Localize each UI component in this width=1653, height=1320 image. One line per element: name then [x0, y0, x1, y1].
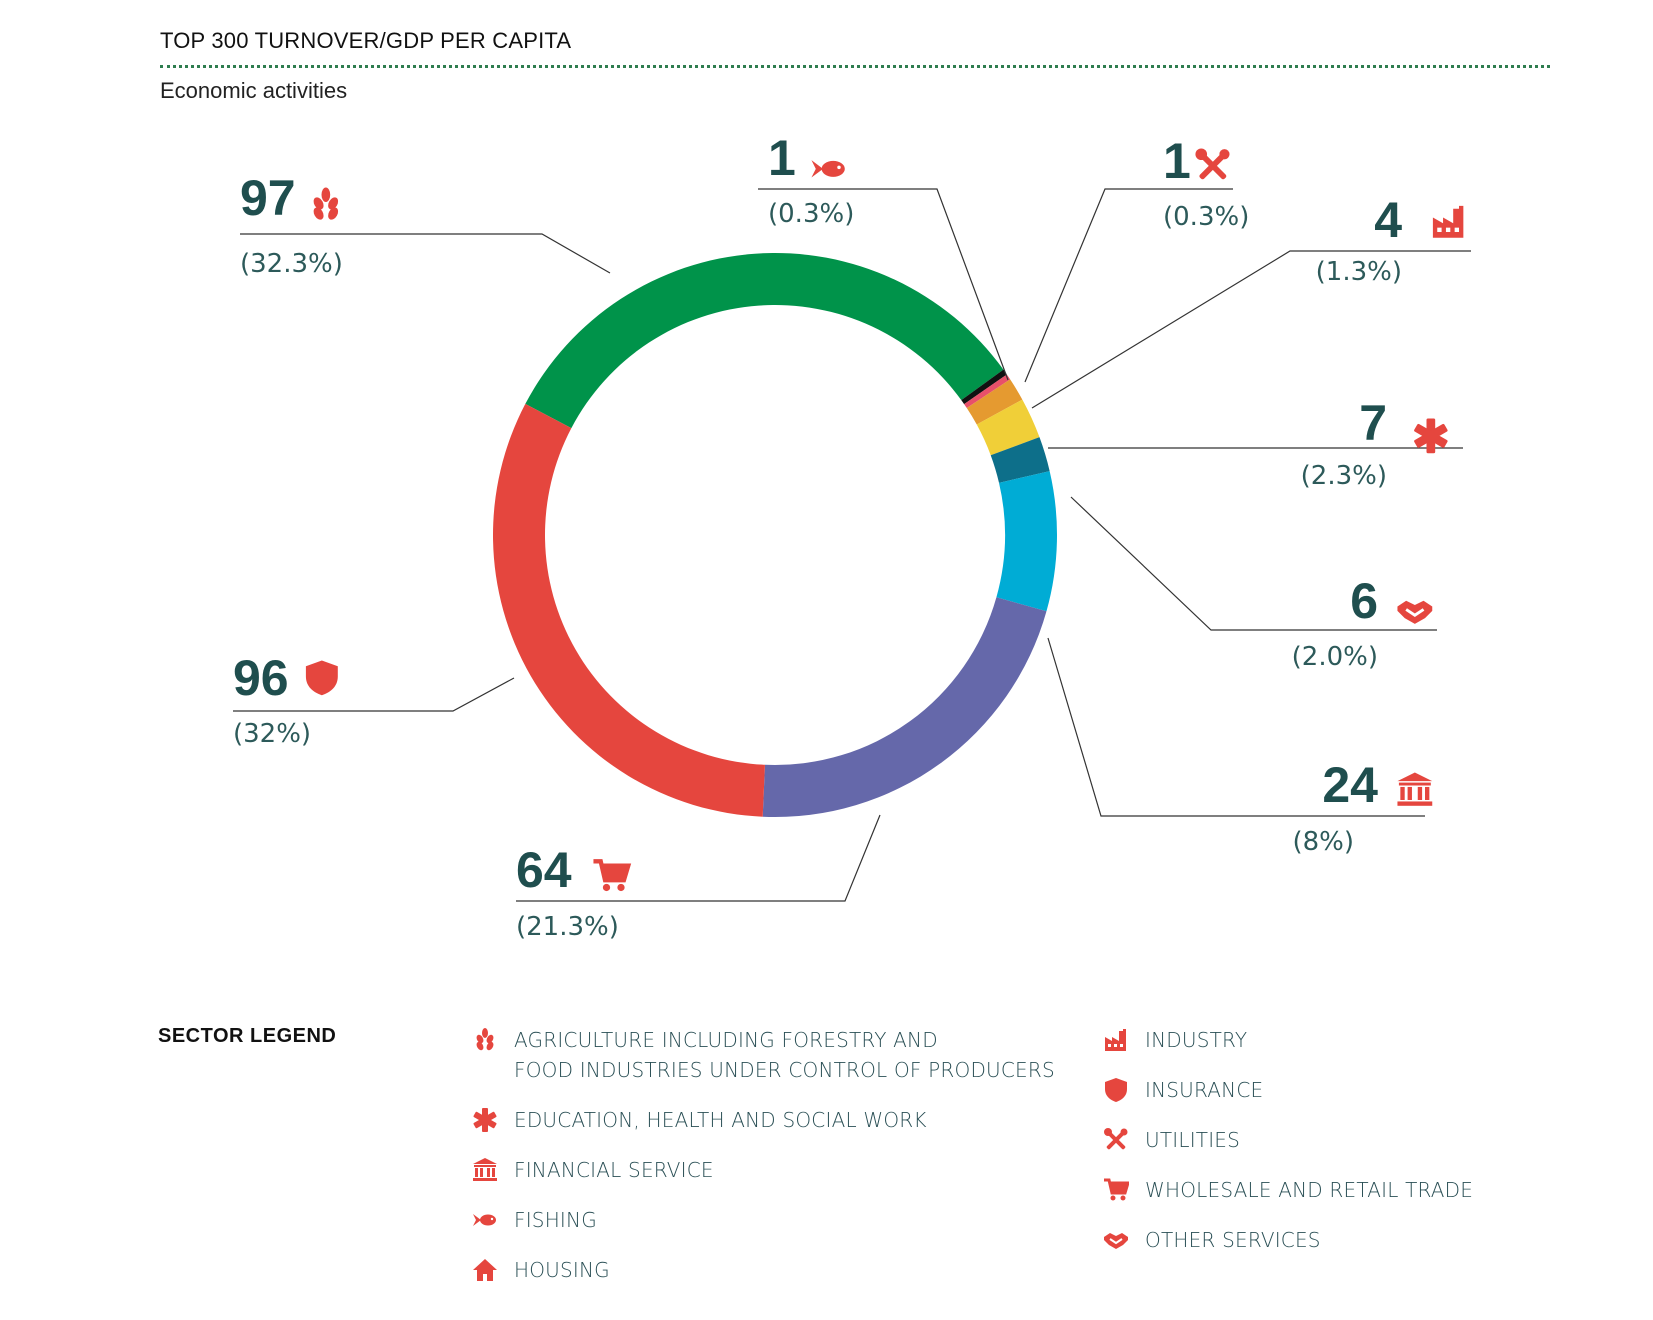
factory-icon — [1432, 205, 1464, 238]
dotted-divider — [160, 65, 1550, 68]
bank-icon — [1397, 772, 1433, 806]
slice-percent-label: (8%) — [1292, 827, 1354, 857]
legend-label: WHOLESALE AND RETAIL TRADE — [1145, 1178, 1474, 1202]
handshake-icon — [1104, 1233, 1128, 1249]
tools-icon — [1104, 1128, 1128, 1150]
slice-percent-label: (32%) — [233, 719, 311, 749]
medical-star-icon — [473, 1108, 497, 1132]
tools-icon — [1195, 148, 1230, 180]
wheat-icon — [476, 1028, 494, 1051]
legend-label: OTHER SERVICES — [1145, 1228, 1321, 1252]
legend-item-agriculture: AGRICULTURE INCLUDING FORESTRY AND FOOD … — [476, 1025, 1055, 1085]
slice-value-label: 1 — [1163, 133, 1191, 189]
leader-line — [233, 677, 515, 712]
slice-value-label: 7 — [1359, 395, 1387, 451]
fish-icon — [473, 1214, 496, 1226]
cart-icon — [593, 859, 632, 892]
leader-line — [1024, 188, 1233, 383]
slice-percent-label: (1.3%) — [1316, 257, 1402, 287]
donut-slice-bank — [996, 471, 1057, 612]
donut-chart: 97 (32.3%) 1 (0.3%) 1 (0.3%) 4 (1.3%) 7 (2.3%) 6 (2… — [233, 130, 1471, 942]
donut-slice-medical-star — [976, 399, 1040, 456]
chart-title: TOP 300 TURNOVER/GDP PER CAPITA — [160, 28, 572, 53]
legend-item-industry: INDUSTRY — [1105, 1025, 1248, 1055]
leader-line — [240, 233, 611, 274]
legend-label: INDUSTRY — [1145, 1028, 1248, 1052]
donut-slice-factory — [966, 379, 1023, 425]
legend-item-wholesale: WHOLESALE AND RETAIL TRADE — [1104, 1175, 1474, 1205]
shield-icon — [305, 660, 338, 696]
medical-star-icon — [1414, 418, 1448, 454]
leader-line — [1070, 496, 1437, 631]
cart-icon — [1104, 1178, 1129, 1201]
slice-value-label: 6 — [1350, 573, 1378, 629]
chart-subtitle: Economic activities — [160, 78, 348, 103]
slice-percent-label: (0.3%) — [1163, 202, 1249, 232]
legend-title: SECTOR LEGEND — [158, 1025, 337, 1047]
donut-slice-cart — [762, 597, 1047, 817]
leader-line — [758, 188, 1009, 381]
legend-item-other-services: OTHER SERVICES — [1104, 1225, 1321, 1255]
slice-value-label: 96 — [233, 650, 289, 706]
donut-slice-fish — [961, 369, 1007, 405]
bank-icon — [473, 1158, 497, 1181]
shield-icon — [1105, 1078, 1127, 1102]
legend-label: FISHING — [514, 1208, 597, 1232]
legend-label: AGRICULTURE INCLUDING FORESTRY AND — [514, 1028, 938, 1052]
legend-label-line2: FOOD INDUSTRIES UNDER CONTROL OF PRODUCE… — [514, 1058, 1055, 1082]
wheat-icon — [313, 187, 339, 220]
donut-slice-tools — [964, 374, 1011, 409]
donut-slice-handshake — [990, 437, 1050, 483]
slice-percent-label: (0.3%) — [768, 199, 854, 229]
legend-item-insurance: INSURANCE — [1105, 1075, 1264, 1105]
slice-value-label: 97 — [240, 170, 296, 226]
slice-value-label: 1 — [768, 130, 796, 186]
donut-slice-shield — [492, 403, 765, 817]
legend-label: UTILITIES — [1145, 1128, 1241, 1152]
slice-value-label: 4 — [1374, 192, 1402, 248]
slice-percent-label: (32.3%) — [240, 249, 343, 279]
legend-item-education: EDUCATION, HEALTH AND SOCIAL WORK — [473, 1105, 927, 1135]
legend-label: FINANCIAL SERVICE — [514, 1158, 714, 1182]
house-icon — [473, 1259, 497, 1281]
legend-label: HOUSING — [514, 1258, 610, 1282]
leader-line — [516, 814, 881, 902]
fish-icon — [811, 160, 845, 178]
legend-label: INSURANCE — [1145, 1078, 1264, 1102]
legend-item-utilities: UTILITIES — [1104, 1125, 1241, 1155]
leader-line — [1047, 637, 1425, 817]
slice-percent-label: (21.3%) — [516, 912, 619, 942]
leader-line — [1031, 250, 1471, 409]
slice-percent-label: (2.3%) — [1301, 461, 1387, 491]
slice-percent-label: (2.0%) — [1292, 642, 1378, 672]
slice-value-label: 24 — [1322, 757, 1378, 813]
legend-item-housing: HOUSING — [473, 1255, 610, 1285]
donut-slice-wheat — [525, 252, 1004, 429]
legend-label: EDUCATION, HEALTH AND SOCIAL WORK — [514, 1108, 927, 1132]
slice-value-label: 64 — [516, 842, 572, 898]
legend-item-financial: FINANCIAL SERVICE — [473, 1155, 714, 1185]
factory-icon — [1105, 1029, 1126, 1051]
handshake-icon — [1397, 600, 1433, 624]
legend-item-fishing: FISHING — [473, 1205, 597, 1235]
